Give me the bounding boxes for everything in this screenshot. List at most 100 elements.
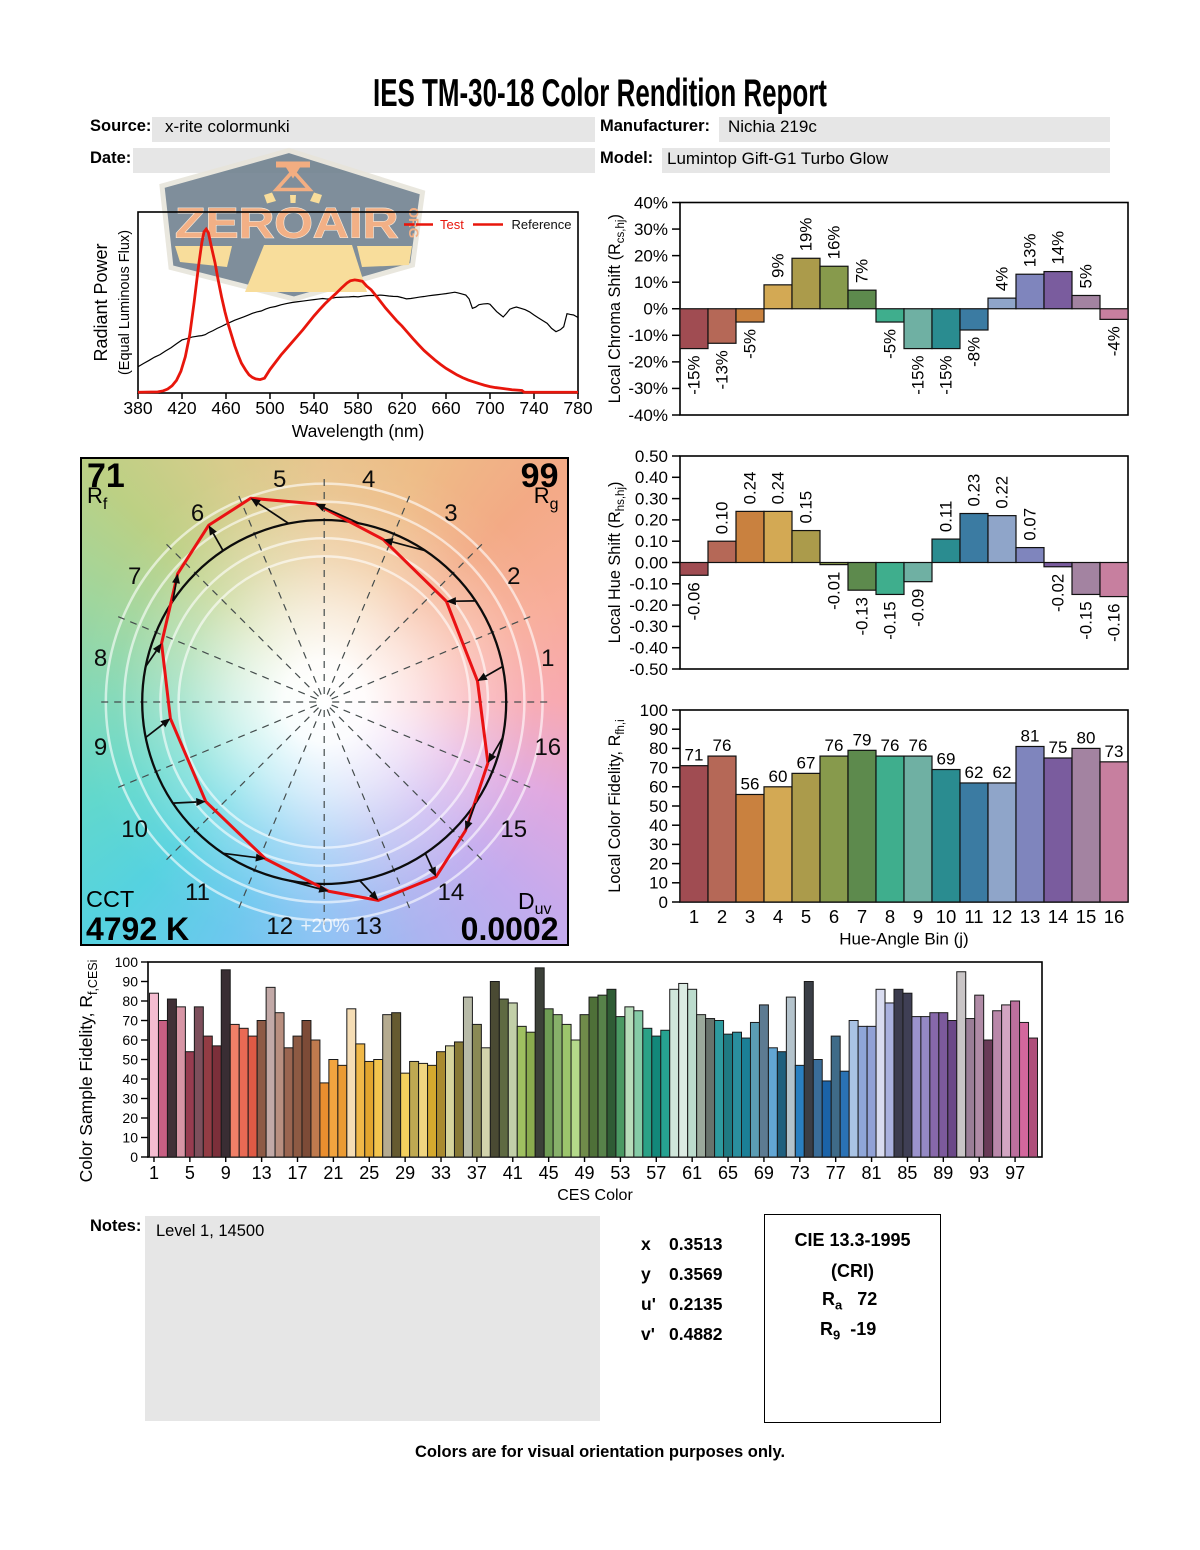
svg-text:Local Chroma Shift (Rcs,hj): Local Chroma Shift (Rcs,hj) [606, 214, 627, 403]
svg-text:99: 99 [521, 459, 559, 495]
svg-text:70: 70 [649, 758, 668, 777]
svg-text:57: 57 [646, 1163, 666, 1183]
svg-text:14: 14 [438, 879, 465, 906]
svg-text:3: 3 [745, 906, 755, 927]
svg-text:3: 3 [444, 499, 457, 526]
svg-text:13: 13 [252, 1163, 272, 1183]
svg-text:-4%: -4% [1105, 326, 1124, 356]
svg-text:7: 7 [128, 562, 141, 589]
svg-text:53: 53 [610, 1163, 630, 1183]
svg-text:CES Color: CES Color [557, 1187, 633, 1204]
svg-text:Local Hue Shift (Rhs,hj): Local Hue Shift (Rhs,hj) [606, 482, 627, 644]
svg-text:2: 2 [507, 562, 520, 589]
svg-text:80: 80 [122, 993, 138, 1009]
svg-text:37: 37 [467, 1163, 487, 1183]
svg-text:100: 100 [115, 955, 139, 970]
svg-text:-0.13: -0.13 [853, 597, 872, 635]
svg-text:13%: 13% [1021, 234, 1040, 268]
svg-text:780: 780 [563, 398, 592, 418]
svg-text:0.30: 0.30 [635, 489, 668, 508]
svg-text:0.10: 0.10 [635, 532, 668, 551]
svg-text:-13%: -13% [713, 350, 732, 389]
svg-text:89: 89 [933, 1163, 953, 1183]
svg-text:1: 1 [149, 1163, 159, 1183]
svg-text:69: 69 [937, 750, 956, 769]
svg-text:0.24: 0.24 [769, 472, 788, 505]
svg-text:15: 15 [1076, 906, 1097, 927]
svg-text:740: 740 [519, 398, 548, 418]
svg-text:20%: 20% [634, 246, 668, 265]
svg-text:90: 90 [122, 973, 138, 989]
svg-text:380: 380 [123, 398, 152, 418]
svg-text:Radiant Power: Radiant Power [91, 243, 111, 361]
svg-text:40: 40 [122, 1071, 138, 1087]
svg-text:14: 14 [1048, 906, 1069, 927]
svg-text:460: 460 [211, 398, 240, 418]
svg-text:0.50: 0.50 [635, 447, 668, 466]
svg-text:-0.50: -0.50 [629, 660, 668, 679]
svg-text:7: 7 [857, 906, 867, 927]
svg-text:49: 49 [575, 1163, 595, 1183]
svg-text:11: 11 [964, 906, 983, 927]
svg-text:16: 16 [1104, 906, 1125, 927]
svg-text:80: 80 [649, 739, 668, 758]
svg-text:620: 620 [387, 398, 416, 418]
svg-text:40%: 40% [634, 193, 668, 212]
svg-text:79: 79 [853, 730, 872, 749]
svg-text:4%: 4% [993, 267, 1012, 291]
svg-text:Wavelength (nm): Wavelength (nm) [292, 421, 425, 441]
svg-text:20: 20 [122, 1110, 138, 1126]
svg-text:0.11: 0.11 [937, 501, 956, 532]
svg-text:0.20: 0.20 [635, 511, 668, 530]
svg-text:Reference: Reference [512, 217, 572, 232]
svg-text:16%: 16% [825, 226, 844, 260]
svg-text:45: 45 [539, 1163, 559, 1183]
svg-text:-10%: -10% [628, 326, 668, 345]
svg-text:-0.10: -0.10 [629, 575, 668, 594]
svg-text:10: 10 [936, 906, 957, 927]
svg-text:50: 50 [122, 1051, 138, 1067]
svg-text:-5%: -5% [881, 329, 900, 359]
svg-text:-0.01: -0.01 [825, 572, 844, 610]
svg-text:90: 90 [649, 720, 668, 739]
svg-text:580: 580 [343, 398, 372, 418]
svg-text:17: 17 [287, 1163, 307, 1183]
svg-text:20: 20 [649, 854, 668, 873]
svg-text:4: 4 [773, 906, 783, 927]
svg-text:62: 62 [993, 763, 1012, 782]
svg-text:13: 13 [1020, 906, 1041, 927]
svg-text:81: 81 [862, 1163, 882, 1183]
svg-text:5: 5 [801, 906, 811, 927]
svg-text:93: 93 [969, 1163, 989, 1183]
svg-text:60: 60 [649, 778, 668, 797]
svg-text:73: 73 [790, 1163, 810, 1183]
svg-text:77: 77 [826, 1163, 846, 1183]
svg-text:12: 12 [266, 913, 293, 940]
svg-text:25: 25 [359, 1163, 379, 1183]
svg-text:67: 67 [797, 753, 816, 772]
svg-text:10%: 10% [634, 273, 668, 292]
svg-text:76: 76 [881, 736, 900, 755]
svg-text:2: 2 [717, 906, 727, 927]
svg-text:ORG: ORG [406, 208, 421, 239]
svg-text:ZEROAIR: ZEROAIR [175, 199, 398, 247]
svg-text:60: 60 [769, 767, 788, 786]
svg-text:16: 16 [534, 733, 561, 760]
svg-text:71: 71 [87, 459, 125, 495]
svg-text:10: 10 [649, 874, 668, 893]
svg-text:85: 85 [897, 1163, 917, 1183]
svg-text:0%: 0% [643, 300, 668, 319]
svg-text:0.15: 0.15 [797, 491, 816, 524]
svg-text:-15%: -15% [685, 356, 704, 395]
svg-text:4792 K: 4792 K [86, 910, 189, 942]
svg-text:Hue-Angle Bin (j): Hue-Angle Bin (j) [839, 930, 968, 949]
svg-text:0.00: 0.00 [635, 553, 668, 572]
svg-text:5%: 5% [1077, 264, 1096, 288]
svg-text:-0.15: -0.15 [1077, 601, 1096, 639]
svg-text:70: 70 [122, 1012, 138, 1028]
svg-text:660: 660 [431, 398, 460, 418]
svg-text:0.22: 0.22 [993, 476, 1012, 509]
svg-text:-0.40: -0.40 [629, 639, 668, 658]
svg-text:-5%: -5% [741, 329, 760, 359]
svg-text:CCT: CCT [86, 885, 134, 911]
